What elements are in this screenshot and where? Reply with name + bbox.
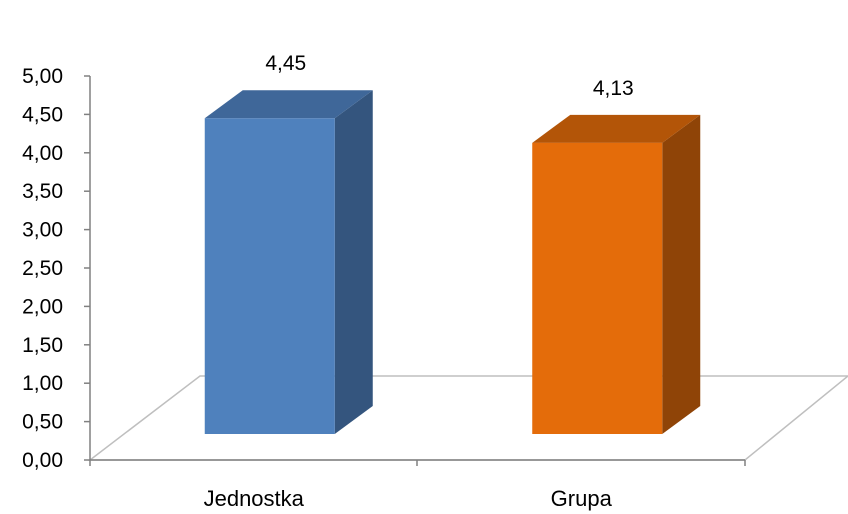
y-tick-label: 1,50 [22, 334, 63, 357]
labels: 4,45 Jednostka 4,13 Grupa [204, 52, 634, 511]
chart-floor-plane [87, 375, 848, 461]
bar-grupa [532, 114, 701, 435]
bars [204, 90, 701, 435]
y-tick-label: 4,00 [22, 142, 63, 165]
y-tick-label: 5,00 [22, 65, 63, 88]
bar-front [532, 142, 663, 435]
y-tick-label: 0,00 [22, 449, 63, 472]
bar-side [334, 90, 373, 435]
bar-front [204, 118, 335, 435]
y-tick-label: 3,00 [22, 219, 63, 242]
bar-jednostka [204, 90, 373, 435]
data-label: 4,45 [265, 52, 306, 75]
bar-top [532, 114, 701, 143]
y-tick-label: 2,00 [22, 295, 63, 318]
bar-side [662, 114, 701, 434]
x-category-label: Grupa [551, 486, 613, 511]
y-axis: 0,00 0,50 1,00 1,50 2,00 2,50 3,00 3,50 4,00 4,50… [22, 65, 746, 472]
chart-floor [87, 375, 848, 461]
y-tick-label: 0,50 [22, 411, 63, 434]
y-tick-label: 2,50 [22, 257, 63, 280]
y-tick-label: 4,50 [22, 103, 63, 126]
y-tick-label: 3,50 [22, 180, 63, 203]
data-label: 4,13 [593, 77, 634, 100]
x-category-label: Jednostka [204, 486, 305, 511]
bar-top [204, 90, 373, 119]
y-tick-label: 1,00 [22, 372, 63, 395]
